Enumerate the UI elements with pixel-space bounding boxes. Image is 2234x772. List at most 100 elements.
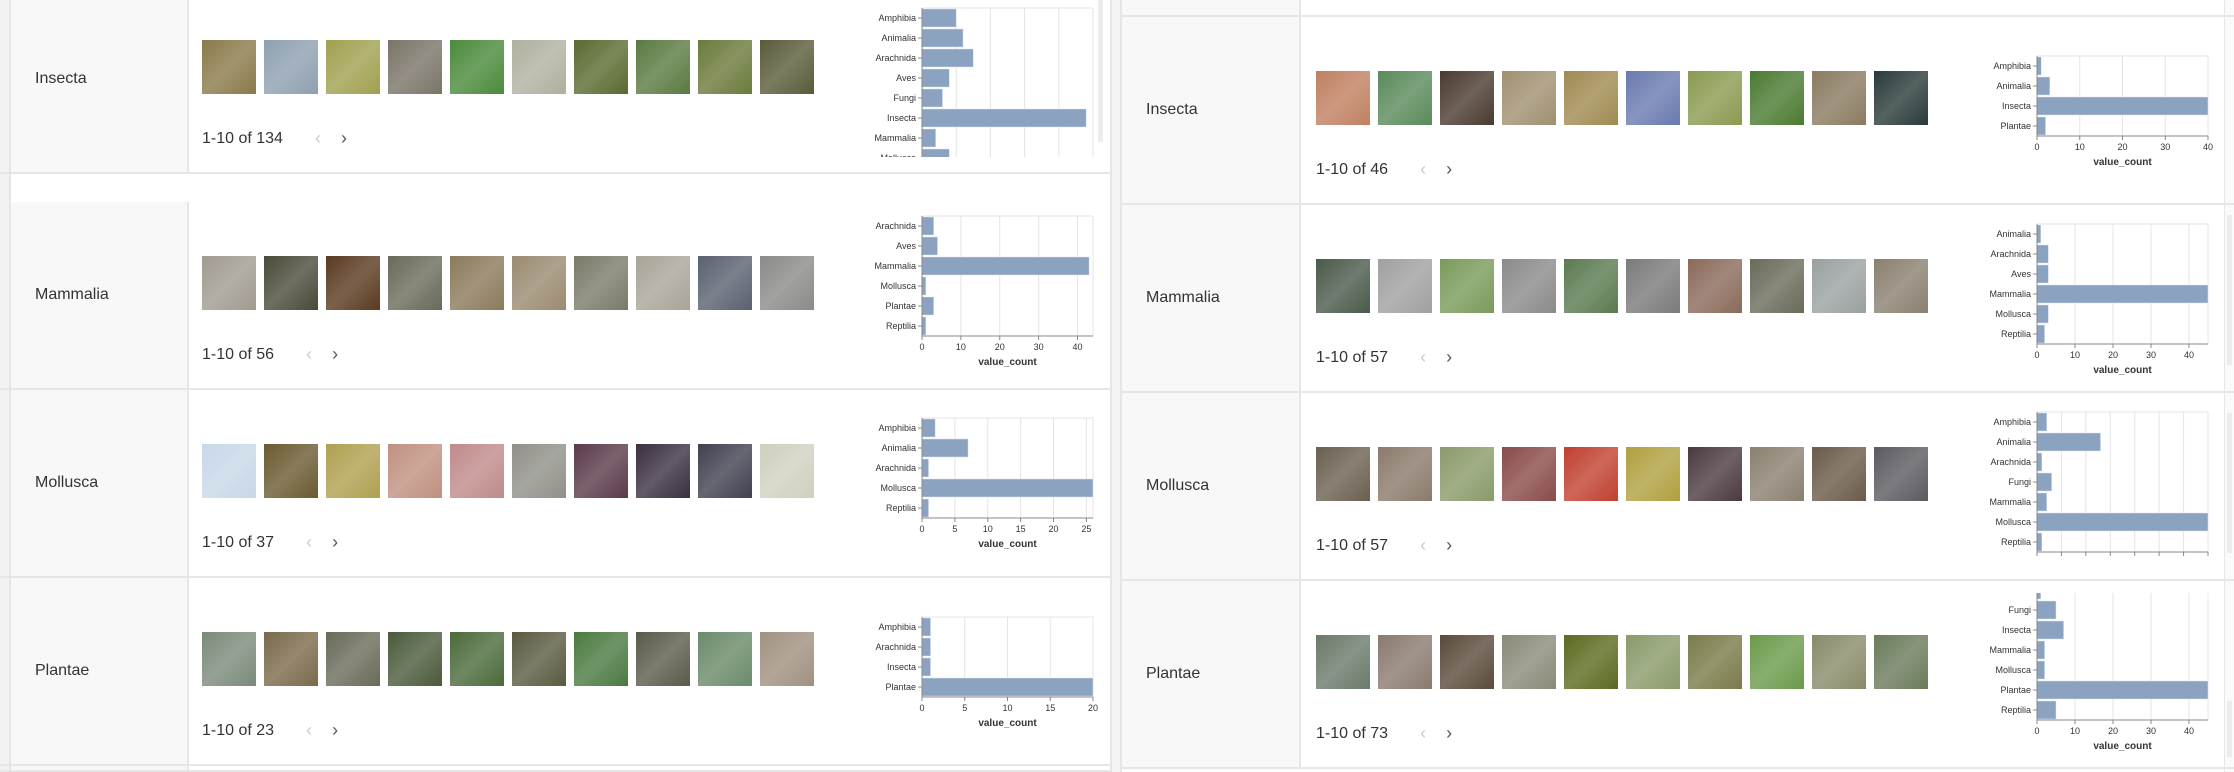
thumbnail-image[interactable]: [1440, 635, 1494, 689]
thumbnail-image[interactable]: [1316, 71, 1370, 125]
thumbnail-image[interactable]: [1626, 447, 1680, 501]
thumbnail-image[interactable]: [202, 256, 256, 310]
thumbnail-image[interactable]: [1502, 71, 1556, 125]
thumbnail-image[interactable]: [1874, 259, 1928, 313]
thumbnail-image[interactable]: [1378, 447, 1432, 501]
thumbnail-image[interactable]: [1874, 635, 1928, 689]
thumbnail-image[interactable]: [1688, 447, 1742, 501]
scrollbar[interactable]: [2224, 0, 2234, 772]
thumbnail-image[interactable]: [326, 444, 380, 498]
thumbnail-image[interactable]: [512, 256, 566, 310]
thumbnail-image[interactable]: [1316, 259, 1370, 313]
thumbnail-image[interactable]: [326, 40, 380, 94]
thumbnail-image[interactable]: [1626, 71, 1680, 125]
thumbnail-image[interactable]: [202, 632, 256, 686]
thumbnail-image[interactable]: [450, 40, 504, 94]
thumbnail-image[interactable]: [1812, 635, 1866, 689]
thumbnail-image[interactable]: [760, 256, 814, 310]
thumbnail-image[interactable]: [1812, 447, 1866, 501]
thumbnail-image[interactable]: [1688, 259, 1742, 313]
thumbnail-image[interactable]: [388, 256, 442, 310]
thumbnail-image[interactable]: [1750, 447, 1804, 501]
thumbnail-image[interactable]: [1750, 71, 1804, 125]
thumbnail-image[interactable]: [264, 632, 318, 686]
thumbnail-image[interactable]: [1378, 259, 1432, 313]
thumbnail-image[interactable]: [1626, 259, 1680, 313]
chevron-left-icon[interactable]: ‹: [1420, 535, 1427, 555]
thumbnail-image[interactable]: [636, 444, 690, 498]
thumbnail-image[interactable]: [1440, 447, 1494, 501]
thumbnail-image[interactable]: [1688, 635, 1742, 689]
thumbnail-image[interactable]: [1316, 635, 1370, 689]
thumbnail-image[interactable]: [1502, 635, 1556, 689]
thumbnail-image[interactable]: [1626, 635, 1680, 689]
thumbnail-image[interactable]: [1564, 259, 1618, 313]
thumbnail-image[interactable]: [636, 40, 690, 94]
chevron-right-icon[interactable]: ›: [1446, 159, 1453, 179]
chevron-left-icon[interactable]: ‹: [1420, 159, 1427, 179]
thumbnail-image[interactable]: [760, 40, 814, 94]
chart-scrollbar[interactable]: [2227, 701, 2232, 757]
thumbnail-image[interactable]: [1750, 635, 1804, 689]
thumbnail-image[interactable]: [388, 40, 442, 94]
thumbnail-image[interactable]: [1564, 71, 1618, 125]
thumbnail-image[interactable]: [512, 40, 566, 94]
thumbnail-image[interactable]: [388, 632, 442, 686]
chevron-left-icon[interactable]: ‹: [314, 128, 321, 148]
chevron-left-icon[interactable]: ‹: [306, 344, 313, 364]
thumbnail-image[interactable]: [1812, 259, 1866, 313]
thumbnail-image[interactable]: [450, 632, 504, 686]
thumbnail-image[interactable]: [1440, 259, 1494, 313]
chart-scrollbar[interactable]: [1098, 0, 1103, 142]
thumbnail-image[interactable]: [1874, 447, 1928, 501]
thumbnail-image[interactable]: [202, 444, 256, 498]
thumbnail-image[interactable]: [574, 632, 628, 686]
thumbnail-image[interactable]: [1440, 71, 1494, 125]
thumbnail-image[interactable]: [388, 444, 442, 498]
thumbnail-image[interactable]: [698, 256, 752, 310]
thumbnail-image[interactable]: [636, 632, 690, 686]
thumbnail-image[interactable]: [1378, 71, 1432, 125]
thumbnail-image[interactable]: [636, 256, 690, 310]
thumbnail-image[interactable]: [450, 444, 504, 498]
thumbnail-image[interactable]: [512, 444, 566, 498]
thumbnail-image[interactable]: [698, 444, 752, 498]
thumbnail-image[interactable]: [1564, 447, 1618, 501]
thumbnail-image[interactable]: [326, 632, 380, 686]
thumbnail-image[interactable]: [1502, 259, 1556, 313]
thumbnail-image[interactable]: [1750, 259, 1804, 313]
chevron-left-icon[interactable]: ‹: [306, 720, 313, 740]
thumbnail-image[interactable]: [1378, 635, 1432, 689]
thumbnail-image[interactable]: [450, 256, 504, 310]
chevron-right-icon[interactable]: ›: [340, 128, 347, 148]
thumbnail-image[interactable]: [1564, 635, 1618, 689]
thumbnail-image[interactable]: [202, 40, 256, 94]
chevron-right-icon[interactable]: ›: [332, 720, 339, 740]
thumbnail-image[interactable]: [698, 40, 752, 94]
thumbnail-image[interactable]: [264, 40, 318, 94]
thumbnail-image[interactable]: [1316, 447, 1370, 501]
chevron-right-icon[interactable]: ›: [1446, 723, 1453, 743]
thumbnail-image[interactable]: [264, 256, 318, 310]
thumbnail-image[interactable]: [760, 632, 814, 686]
chevron-right-icon[interactable]: ›: [332, 532, 339, 552]
thumbnail-image[interactable]: [326, 256, 380, 310]
thumbnail-image[interactable]: [574, 444, 628, 498]
thumbnail-image[interactable]: [1688, 71, 1742, 125]
thumbnail-image[interactable]: [1812, 71, 1866, 125]
thumbnail-image[interactable]: [264, 444, 318, 498]
thumbnail-image[interactable]: [574, 256, 628, 310]
thumbnail-image[interactable]: [1874, 71, 1928, 125]
thumbnail-image[interactable]: [760, 444, 814, 498]
chart-scrollbar[interactable]: [2227, 215, 2232, 365]
chevron-left-icon[interactable]: ‹: [1420, 723, 1427, 743]
thumbnail-image[interactable]: [1502, 447, 1556, 501]
chevron-right-icon[interactable]: ›: [1446, 347, 1453, 367]
thumbnail-image[interactable]: [512, 632, 566, 686]
chart-scrollbar[interactable]: [2227, 413, 2232, 553]
thumbnail-image[interactable]: [698, 632, 752, 686]
thumbnail-image[interactable]: [574, 40, 628, 94]
chevron-right-icon[interactable]: ›: [332, 344, 339, 364]
chevron-left-icon[interactable]: ‹: [306, 532, 313, 552]
chevron-right-icon[interactable]: ›: [1446, 535, 1453, 555]
